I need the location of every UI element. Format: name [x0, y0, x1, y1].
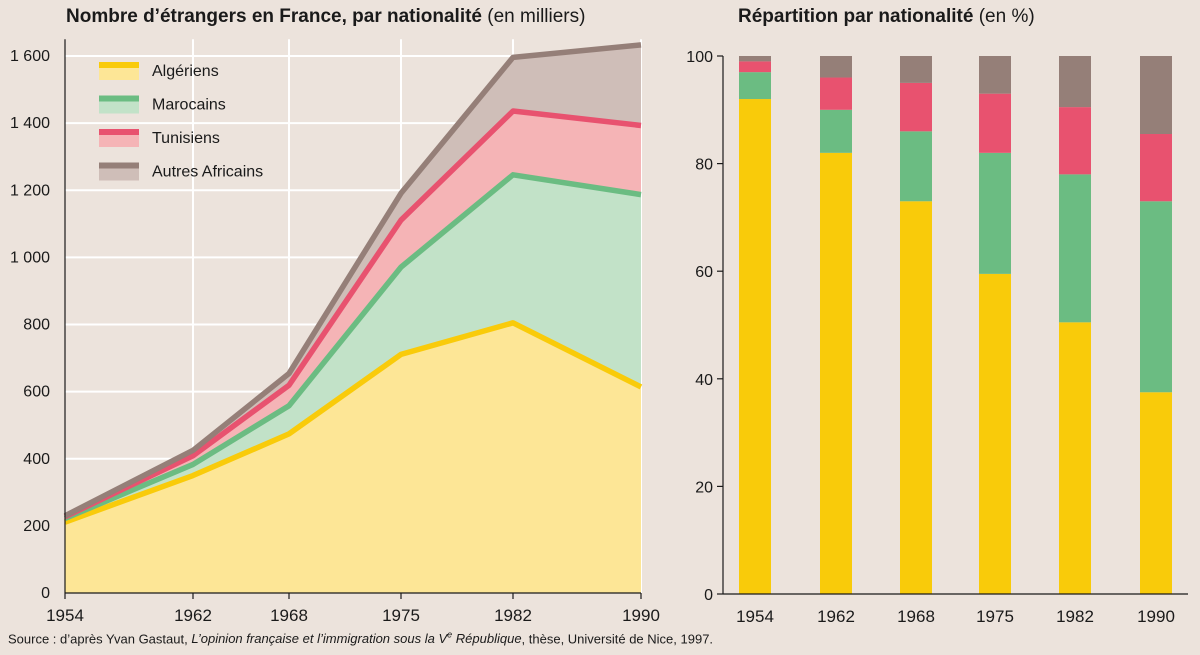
bar-segment-marocains — [739, 72, 771, 100]
y-tick-label: 200 — [23, 518, 50, 535]
y-tick-label: 100 — [686, 49, 713, 66]
bar-segment-marocains — [820, 109, 852, 153]
series-line-algeriens — [64, 320, 643, 525]
bar-segment-tunisiens — [739, 61, 771, 73]
series-line-autres-africains — [63, 42, 642, 519]
x-tick-label: 1968 — [270, 606, 308, 625]
legend-item-autres-africains: Autres Africains — [99, 162, 263, 181]
area-band-algeriens — [65, 322, 641, 593]
area-band-marocains — [65, 174, 641, 523]
series-line-marocains — [63, 172, 642, 522]
bar-segment-tunisiens — [1059, 107, 1091, 175]
legend-label: Tunisiens — [152, 130, 220, 147]
bar-segment-algeriens — [820, 152, 852, 594]
x-tick-label: 1975 — [382, 606, 420, 625]
legend-item-tunisiens: Tunisiens — [99, 129, 220, 147]
legend-label: Algériens — [152, 63, 219, 80]
x-tick-label: 1990 — [1137, 607, 1175, 626]
x-tick-label: 1982 — [1056, 607, 1094, 626]
bar-segment-marocains — [1059, 174, 1091, 323]
bar-segment-tunisiens — [979, 93, 1011, 153]
y-tick-label: 1 400 — [10, 115, 50, 132]
y-tick-label: 60 — [695, 264, 713, 281]
bar-segment-autres-africains — [820, 56, 852, 78]
x-tick-label: 1954 — [46, 606, 84, 625]
y-tick-label: 400 — [23, 451, 50, 468]
stacked-bar-chart: 0 20 40 60 80 100 1954 1962 1968 1975 1982 1990 — [686, 49, 1188, 626]
legend-swatch-line — [99, 162, 139, 169]
legend-label: Marocains — [152, 97, 226, 114]
x-tick-label: 1954 — [736, 607, 774, 626]
x-tick-label: 1982 — [494, 606, 532, 625]
area-chart: 0 200 400 600 800 1 000 1 200 1 400 1 600 1954 196… — [10, 39, 660, 625]
x-tick-label: 1975 — [976, 607, 1014, 626]
legend-label: Autres Africains — [152, 164, 263, 181]
bar-segment-autres-africains — [900, 56, 932, 83]
y-tick-label: 0 — [704, 587, 713, 604]
bar-segment-tunisiens — [900, 82, 932, 132]
left-chart-title: Nombre d’étrangers en France, par nation… — [66, 6, 586, 27]
y-tick-label: 800 — [23, 317, 50, 334]
bar-segment-autres-africains — [1140, 56, 1172, 135]
bar-segment-algeriens — [739, 99, 771, 594]
bar-segment-marocains — [1140, 201, 1172, 393]
y-tick-label: 20 — [695, 479, 713, 496]
y-tick-label: 1 200 — [10, 182, 50, 199]
y-tick-label: 600 — [23, 384, 50, 401]
x-tick-label: 1968 — [897, 607, 935, 626]
area-band-tunisiens — [65, 111, 641, 519]
bar-segment-algeriens — [1059, 322, 1091, 594]
right-chart-title: Répartition par nationalité (en %) — [738, 6, 1035, 27]
legend-swatch-line — [99, 62, 139, 68]
bar-segment-tunisiens — [1140, 134, 1172, 202]
bar-segment-tunisiens — [820, 77, 852, 110]
series-line-tunisiens — [63, 108, 642, 520]
bar-segment-marocains — [900, 131, 932, 202]
x-tick-label: 1990 — [622, 606, 660, 625]
x-tick-label: 1962 — [817, 607, 855, 626]
y-tick-label: 1 000 — [10, 249, 50, 266]
y-tick-label: 40 — [695, 372, 713, 389]
bar-segment-algeriens — [900, 201, 932, 594]
legend-swatch-line — [99, 95, 139, 102]
source-note: Source : d’après Yvan Gastaut, L’opinion… — [8, 630, 714, 647]
y-tick-label: 0 — [41, 585, 50, 602]
legend-item-algeriens: Algériens — [99, 62, 219, 80]
bar-segment-autres-africains — [739, 56, 771, 62]
legend-item-marocains: Marocains — [99, 95, 226, 114]
bar-segment-autres-africains — [979, 56, 1011, 94]
bar-segment-autres-africains — [1059, 56, 1091, 108]
area-band-autres-africains — [65, 44, 641, 517]
legend-swatch-line — [99, 129, 139, 135]
y-tick-label: 1 600 — [10, 48, 50, 65]
bar-segment-algeriens — [1140, 392, 1172, 594]
bar-segment-algeriens — [979, 273, 1011, 594]
bar-segment-marocains — [979, 152, 1011, 274]
x-tick-label: 1962 — [174, 606, 212, 625]
y-tick-label: 80 — [695, 157, 713, 174]
